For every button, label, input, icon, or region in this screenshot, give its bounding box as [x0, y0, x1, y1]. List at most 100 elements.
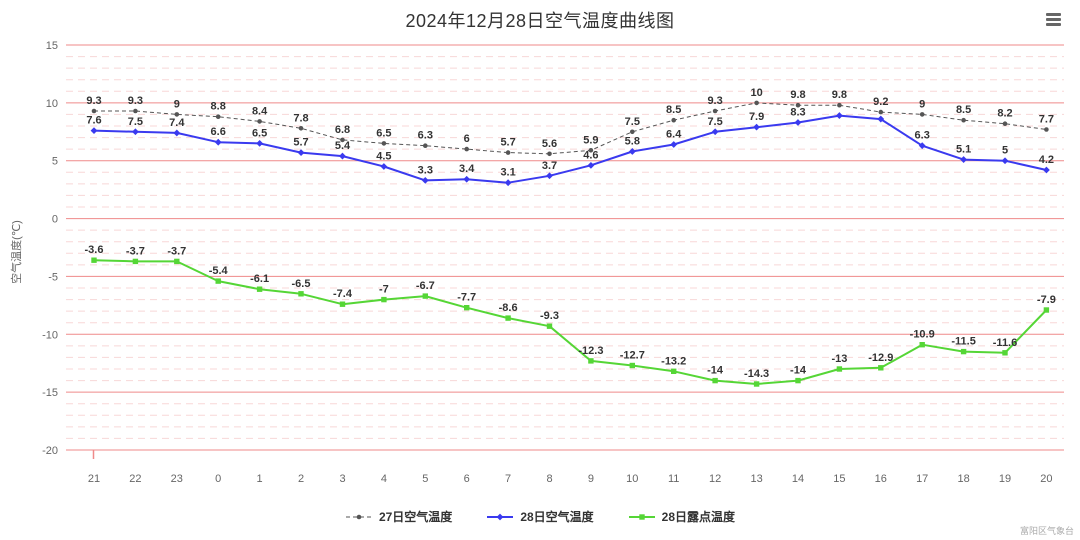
- data-label: -11.6: [993, 337, 1017, 349]
- data-label: -11.5: [951, 336, 975, 348]
- data-label: -3.7: [126, 245, 145, 257]
- data-point-marker: [339, 301, 346, 307]
- x-tick-label: 21: [88, 473, 100, 485]
- data-label: 7.5: [128, 116, 143, 128]
- legend-marker-green-line: [628, 513, 655, 520]
- x-tick-label: 14: [792, 473, 804, 485]
- x-tick-label: 17: [916, 473, 928, 485]
- data-point-marker: [588, 358, 594, 364]
- data-label: 7.5: [707, 116, 722, 128]
- x-tick-label: 12: [709, 473, 721, 485]
- legend-item-28day-dew-point[interactable]: 28日露点温度: [628, 508, 735, 525]
- x-tick-label: 9: [588, 473, 594, 485]
- data-point-marker: [919, 342, 925, 348]
- data-point-marker: [835, 112, 843, 119]
- data-point-marker: [587, 161, 595, 169]
- data-point-marker: [215, 114, 221, 119]
- data-point-marker: [1044, 127, 1049, 132]
- data-point-marker: [546, 172, 553, 180]
- data-label: 7.7: [1039, 114, 1054, 126]
- data-label: 6.5: [252, 127, 267, 139]
- data-label: 3.3: [418, 164, 433, 176]
- y-tick-label: -15: [42, 387, 58, 399]
- data-label: -9.3: [540, 310, 559, 322]
- data-point-marker: [754, 100, 759, 106]
- data-point-marker: [1002, 350, 1008, 356]
- data-point-marker: [381, 296, 387, 303]
- hamburger-menu-icon: [1045, 17, 1061, 21]
- data-label: 9.2: [873, 96, 888, 108]
- data-point-marker: [546, 323, 553, 329]
- x-tick-label: 7: [505, 473, 511, 485]
- data-label: 5: [1002, 145, 1008, 157]
- chart-context-menu-button[interactable]: [1040, 8, 1066, 30]
- data-point-marker: [1043, 166, 1050, 174]
- data-point-marker: [505, 315, 511, 321]
- data-label: -12.9: [868, 352, 893, 364]
- x-tick-label: 18: [957, 473, 969, 485]
- data-label: -12.7: [620, 350, 645, 362]
- series-line-3: [93, 259, 1048, 385]
- data-point-marker: [214, 138, 222, 146]
- data-point-marker: [257, 119, 262, 124]
- x-tick-label: 15: [833, 473, 845, 485]
- x-tick-label: 6: [464, 473, 470, 485]
- legend-label: 28日露点温度: [661, 510, 736, 524]
- data-point-marker: [711, 128, 719, 136]
- x-tick-label: 0: [215, 473, 221, 485]
- y-tick-label: 5: [52, 156, 58, 168]
- chart-legend: 27日空气温度 28日空气温度 28日露点温度: [0, 508, 1080, 525]
- data-point-marker: [423, 143, 428, 148]
- x-tick-label: 13: [750, 473, 762, 485]
- data-label: -14: [790, 365, 807, 377]
- y-tick-label: 10: [46, 98, 58, 110]
- series-line-1: [94, 102, 1047, 155]
- data-label: 7.9: [749, 111, 764, 123]
- data-label: -12.3: [578, 345, 603, 357]
- data-label: 7.6: [86, 115, 101, 127]
- data-point-marker: [628, 148, 636, 155]
- data-point-marker: [837, 102, 842, 108]
- x-tick-label: 22: [129, 473, 141, 485]
- data-label: 5.6: [542, 138, 557, 150]
- data-point-marker: [877, 115, 885, 123]
- data-point-marker: [630, 129, 635, 135]
- x-tick-label: 23: [171, 473, 183, 485]
- y-tick-label: -5: [48, 271, 58, 283]
- data-label: -6.1: [250, 273, 269, 285]
- data-point-marker: [794, 119, 802, 126]
- legend-item-28day-air-temp[interactable]: 28日空气温度: [486, 508, 594, 525]
- data-label: 9.3: [86, 95, 101, 107]
- x-tick-label: 8: [546, 473, 552, 485]
- x-tick-label: 20: [1040, 473, 1052, 485]
- data-label: -3.7: [167, 245, 186, 257]
- x-tick-label: 10: [626, 473, 638, 485]
- legend-item-27day-air-temp[interactable]: 27日空气温度: [345, 508, 452, 525]
- data-point-marker: [1001, 157, 1009, 165]
- data-label: 6.5: [376, 127, 391, 139]
- data-label: 4.6: [583, 149, 598, 161]
- data-label: 4.5: [376, 151, 391, 163]
- data-label: -5.4: [209, 265, 229, 277]
- legend-label: 27日空气温度: [378, 510, 453, 524]
- x-tick-label: 19: [999, 473, 1011, 485]
- data-label: 8.5: [666, 104, 681, 116]
- data-point-marker: [421, 176, 429, 184]
- data-label: 6.8: [335, 124, 350, 136]
- data-label: 3.4: [459, 163, 475, 175]
- data-point-marker: [961, 117, 966, 123]
- data-label: 6.3: [418, 130, 433, 142]
- data-point-marker: [174, 112, 180, 117]
- data-point-marker: [878, 365, 884, 371]
- data-label: 5.1: [956, 144, 971, 156]
- x-tick-label: 2: [298, 473, 304, 485]
- data-point-marker: [298, 126, 304, 131]
- data-point-marker: [671, 368, 677, 374]
- data-point-marker: [1043, 307, 1050, 313]
- data-label: 9.8: [790, 89, 805, 101]
- data-label: 5.9: [583, 134, 598, 146]
- station-credit: 富阳区气象台: [1019, 526, 1074, 536]
- data-point-marker: [464, 305, 470, 311]
- hamburger-menu-icon: [1045, 22, 1061, 26]
